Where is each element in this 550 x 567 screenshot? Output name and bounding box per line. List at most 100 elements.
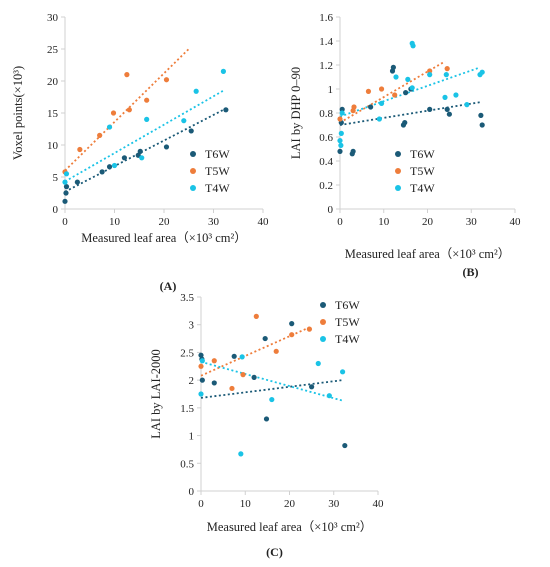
panel0-y-tick-label: 25 bbox=[47, 44, 59, 56]
panel0-point-T6W bbox=[106, 164, 113, 170]
panel1-point-T6W bbox=[402, 120, 408, 126]
panel2-point-T6W bbox=[231, 353, 237, 359]
panel1-point-T4W bbox=[443, 72, 449, 78]
panel0-y-tick-label: 0 bbox=[53, 204, 59, 216]
panel0-point-T4W bbox=[63, 171, 70, 177]
panel1-point-T4W bbox=[410, 43, 416, 49]
panel1-trendline-T4W bbox=[339, 66, 481, 118]
panel2-point-T6W bbox=[263, 416, 270, 422]
panel2-point-T6W bbox=[289, 321, 295, 327]
panel1-point-T6W bbox=[350, 148, 356, 154]
panel1-point-T5W bbox=[337, 116, 343, 122]
panel2-legend-marker-T6W bbox=[320, 302, 326, 308]
panel0-point-T5W bbox=[163, 77, 170, 83]
panel0-point-T6W bbox=[188, 128, 194, 134]
panel2-trendline-T5W bbox=[200, 325, 312, 377]
panel0-legend-label-T5W: T5W bbox=[205, 164, 230, 178]
panel1-x-tick-label: 30 bbox=[466, 216, 478, 228]
panel0-point-T4W bbox=[181, 118, 187, 124]
panel0-x-tick-label: 10 bbox=[109, 216, 121, 228]
panel0-y-tick-label: 20 bbox=[47, 76, 59, 88]
panel2-point-T5W bbox=[306, 326, 313, 332]
panel1-point-T4W bbox=[338, 130, 344, 136]
panel1-point-T4W bbox=[442, 94, 448, 100]
panel0-point-T5W bbox=[124, 72, 130, 78]
panel0-x-tick-label: 30 bbox=[208, 216, 220, 228]
panel1-point-T5W bbox=[378, 86, 385, 92]
panel2-x-tick-label: 20 bbox=[284, 498, 296, 510]
panel0-point-T6W bbox=[121, 155, 127, 161]
panel1-y-tick-label: 0 bbox=[328, 204, 334, 216]
panel2-label: (C) bbox=[266, 545, 283, 559]
panel0-point-T5W bbox=[110, 110, 117, 116]
panel1-point-T4W bbox=[378, 100, 385, 106]
panel2-point-T6W bbox=[198, 352, 204, 358]
panel2-y-tick-label: 2 bbox=[189, 375, 195, 387]
panel1-point-T5W bbox=[427, 68, 433, 74]
panel0-x-axis-label: Measured leaf area（×10³ cm²） bbox=[81, 231, 247, 245]
panel1-trendline-T6W bbox=[339, 101, 481, 126]
panel1-point-T5W bbox=[392, 92, 398, 98]
panel0-point-T6W bbox=[63, 184, 70, 190]
panel1-legend-marker-T4W bbox=[395, 185, 401, 191]
panel0-point-T5W bbox=[97, 132, 103, 138]
panel1-point-T6W bbox=[403, 90, 409, 96]
panel1-y-tick-label: 0.2 bbox=[319, 180, 333, 192]
panel2-x-tick-label: 0 bbox=[198, 498, 204, 510]
panel0-trendline-T4W bbox=[64, 89, 224, 183]
panel2-y-tick-label: 0.5 bbox=[180, 458, 194, 470]
panel1-point-T5W bbox=[444, 66, 450, 72]
panel2-point-T6W bbox=[342, 442, 348, 449]
panel2-point-T5W bbox=[273, 348, 279, 354]
panel0-point-T4W bbox=[220, 68, 226, 74]
panel1-point-T4W bbox=[337, 138, 343, 144]
panel1-point-T4W bbox=[339, 110, 345, 116]
panel1-legend-label-T5W: T5W bbox=[410, 164, 435, 178]
panel1-legend-marker-T5W bbox=[395, 168, 401, 174]
panel1-point-T5W bbox=[365, 88, 372, 94]
panel0-trendline-T6W bbox=[64, 109, 224, 193]
panel0-point-T5W bbox=[126, 107, 132, 113]
panel2-y-tick-label: 3.5 bbox=[180, 292, 194, 304]
panel0-point-T4W bbox=[144, 116, 150, 122]
panel2-point-T6W bbox=[262, 335, 268, 342]
panel2-trendline-T6W bbox=[200, 379, 343, 399]
panel1-point-T4W bbox=[453, 92, 459, 98]
panel0-point-T4W bbox=[62, 179, 68, 185]
panel1-point-T4W bbox=[338, 142, 344, 148]
panel1-point-T5W bbox=[351, 104, 357, 110]
panel2-legend-label-T4W: T4W bbox=[335, 332, 360, 346]
panel1-legend-label-T6W: T6W bbox=[410, 147, 435, 161]
panel1-y-tick-label: 0.6 bbox=[319, 132, 333, 144]
panel1-point-T4W bbox=[427, 72, 433, 78]
panel1-point-T4W bbox=[464, 102, 470, 108]
panel0-label: (A) bbox=[160, 279, 177, 293]
panel1-y-axis-label: LAI by DHP 0–90 bbox=[289, 67, 303, 159]
panel2-point-T6W bbox=[251, 374, 257, 380]
panel0-point-T4W bbox=[139, 155, 145, 161]
panel2-point-T5W bbox=[253, 313, 259, 319]
panel2-point-T6W bbox=[199, 377, 205, 383]
panel1-point-T6W bbox=[444, 106, 450, 112]
panel2-point-T5W bbox=[229, 385, 235, 392]
panel2-point-T5W bbox=[289, 332, 295, 338]
panel1-point-T6W bbox=[390, 64, 396, 70]
panel1-y-tick-label: 0.8 bbox=[319, 108, 333, 120]
panel0-legend-label-T6W: T6W bbox=[205, 147, 230, 161]
panel0-x-tick-label: 40 bbox=[258, 216, 270, 228]
panel2-legend-label-T6W: T6W bbox=[335, 298, 360, 312]
panel2-point-T6W bbox=[309, 384, 315, 390]
panel0-point-T6W bbox=[63, 190, 69, 196]
panel1-point-T6W bbox=[427, 106, 433, 112]
panel1-point-T4W bbox=[409, 85, 415, 91]
panel2-point-T5W bbox=[211, 358, 217, 364]
panel1-y-tick-label: 1.6 bbox=[319, 12, 333, 24]
panel1-point-T4W bbox=[405, 76, 411, 82]
panel1-legend-label-T4W: T4W bbox=[410, 181, 435, 195]
panel1-point-T6W bbox=[479, 122, 485, 128]
panel2-x-tick-label: 30 bbox=[328, 498, 340, 510]
panel0-point-T5W bbox=[77, 146, 83, 153]
panel0-point-T6W bbox=[99, 169, 105, 175]
panel1-point-T6W bbox=[368, 104, 374, 110]
